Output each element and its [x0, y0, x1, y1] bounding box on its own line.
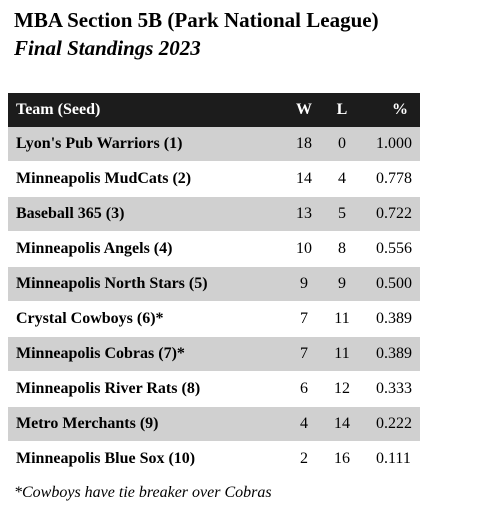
column-header: % [362, 93, 420, 127]
stat-cell: 0.222 [362, 406, 420, 442]
team-name: Crystal Cowboys (6)* [16, 310, 164, 327]
stat-cell: 0.111 [376, 450, 411, 467]
stat-cell: 5 [322, 196, 362, 232]
stat-cell: 16 [334, 450, 350, 467]
table-row: Metro Merchants (9) 4 14 0.222 [8, 406, 420, 442]
stat-cell: 0.389 [362, 336, 420, 372]
team-name: Minneapolis Angels (4) [16, 240, 173, 257]
stat-cell: 0 [322, 127, 362, 162]
table-row: Minneapolis North Stars (5) 9 9 0.500 [8, 266, 420, 302]
stat-cell: 9 [322, 266, 362, 302]
table-row: Minneapolis River Rats (8) 6 12 0.333 [8, 372, 420, 407]
team-name: Baseball 365 (3) [8, 196, 286, 232]
column-header: Team (Seed) [8, 93, 286, 127]
title: MBA Section 5B (Park National League) [14, 8, 379, 32]
team-name: Minneapolis MudCats (2) [16, 170, 192, 187]
stat-cell: 11 [322, 336, 362, 372]
stat-cell: 13 [286, 196, 322, 232]
stat-cell: 14 [296, 170, 312, 187]
table-row: Minneapolis Angels (4) 10 8 0.556 [8, 232, 420, 267]
stat-cell: 0.333 [376, 380, 412, 397]
stat-cell: 8 [338, 240, 346, 257]
table-row: Crystal Cowboys (6)* 7 11 0.389 [8, 302, 420, 337]
stat-cell: 9 [286, 266, 322, 302]
table-row: Minneapolis Cobras (7)* 7 11 0.389 [8, 336, 420, 372]
header-row: Team (Seed) W L% [8, 93, 420, 127]
team-name: Minneapolis North Stars (5) [8, 266, 286, 302]
table-row: Baseball 365 (3) 13 5 0.722 [8, 196, 420, 232]
standings-table: Team (Seed) W L% Lyon's Pub Warriors (1) 18… [8, 93, 420, 477]
stat-cell: 4 [286, 406, 322, 442]
team-name: Lyon's Pub Warriors (1) [8, 127, 286, 162]
team-name: Metro Merchants (9) [8, 406, 286, 442]
stat-cell: 7 [286, 336, 322, 372]
stat-cell: 0.389 [376, 310, 412, 327]
team-name: Minneapolis Blue Sox (10) [16, 450, 196, 467]
stat-cell: 7 [300, 310, 308, 327]
stat-cell: 0.556 [376, 240, 412, 257]
team-name: Minneapolis Cobras (7)* [8, 336, 286, 372]
stat-cell: 0.722 [362, 196, 420, 232]
stat-cell: 11 [334, 310, 350, 327]
stat-cell: 18 [286, 127, 322, 162]
column-header: L [322, 93, 362, 127]
stat-cell: 10 [296, 240, 312, 257]
table-row: Minneapolis Blue Sox (10) 2 16 0.111 [8, 442, 420, 477]
stat-cell: 6 [300, 380, 308, 397]
stat-cell: 4 [338, 170, 346, 187]
stat-cell: 1.000 [362, 127, 420, 162]
stat-cell: 0.500 [362, 266, 420, 302]
stat-cell: 0.778 [376, 170, 412, 187]
stat-cell: 2 [300, 450, 308, 467]
table-row: Lyon's Pub Warriors (1) 18 0 1.000 [8, 127, 420, 162]
stat-cell: 12 [334, 380, 350, 397]
team-name: Minneapolis River Rats (8) [16, 380, 201, 397]
footnote: *Cowboys have tie breaker over Cobras [14, 484, 272, 501]
subtitle: Final Standings 2023 [14, 36, 201, 60]
column-header: W [286, 93, 322, 127]
table-row: Minneapolis MudCats (2) 14 4 0.778 [8, 162, 420, 197]
stat-cell: 14 [322, 406, 362, 442]
